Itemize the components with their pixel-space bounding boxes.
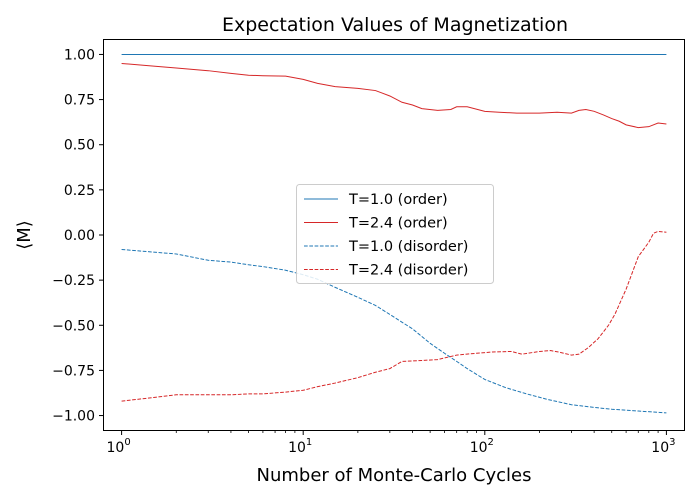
x-tick-label-3: 103 [651, 437, 675, 456]
legend: T=1.0 (order) T=2.4 (order) T=1.0 (disorde… [296, 184, 494, 284]
x-tick-exponent-1: 1 [306, 437, 312, 448]
y-tick-label-4: 0.00 [64, 228, 95, 244]
x-tick-exponent-2: 2 [488, 437, 494, 448]
y-axis-ticks: 1.00 0.75 0.50 0.25 0.00 −0.25 −0.50 −0.75 −1.00 [52, 47, 104, 425]
x-tick-exponent-3: 3 [669, 437, 675, 448]
y-tick-label-7: −0.75 [52, 363, 95, 379]
x-tick-exponent-0: 0 [124, 437, 130, 448]
legend-label-1: T=2.4 (order) [348, 216, 448, 232]
series-layer [121, 53, 667, 414]
x-tick-label-2: 102 [470, 437, 494, 456]
series-line-3 [121, 230, 667, 402]
legend-label-2: T=1.0 (disorder) [348, 239, 468, 255]
x-tick-label-0: 100 [106, 437, 130, 456]
legend-label-0: T=1.0 (order) [348, 192, 448, 208]
y-tick-label-3: 0.25 [64, 183, 95, 199]
legend-label-3: T=2.4 (disorder) [348, 263, 468, 279]
y-tick-label-2: 0.50 [64, 138, 95, 154]
x-axis-ticks: 100 101 102 103 [106, 430, 676, 456]
y-tick-label-6: −0.50 [52, 318, 95, 334]
y-tick-label-1: 0.75 [64, 93, 95, 109]
y-tick-label-0: 1.00 [64, 47, 95, 63]
y-tick-label-5: −0.25 [52, 273, 95, 289]
series-line-1 [121, 62, 667, 129]
series-line-2 [121, 248, 667, 414]
legend-box [296, 184, 494, 284]
x-tick-label-1: 101 [288, 437, 312, 456]
y-axis-label: ⟨M⟩ [14, 220, 35, 250]
x-axis-label: Number of Monte-Carlo Cycles [257, 465, 532, 486]
chart-title: Expectation Values of Magnetization [222, 14, 568, 36]
y-tick-label-8: −1.00 [52, 409, 95, 425]
